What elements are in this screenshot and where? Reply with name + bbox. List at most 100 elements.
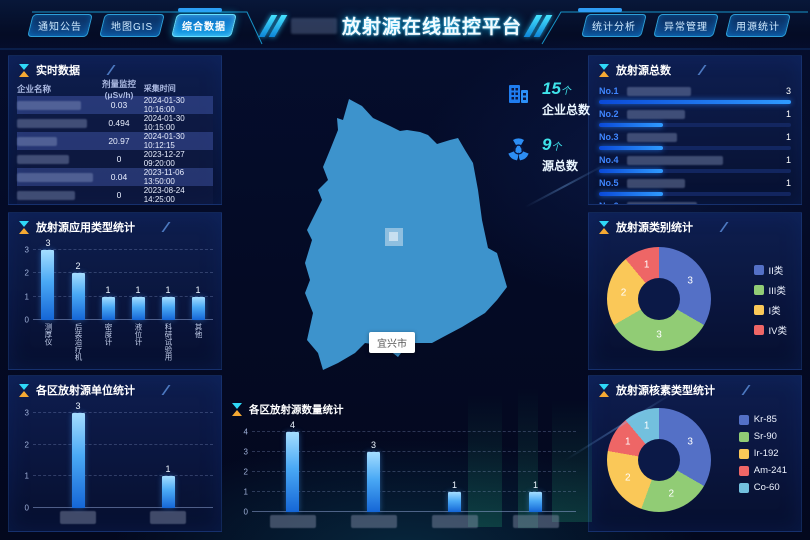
hourglass-icon [599,383,610,397]
legend-item: Am-241 [738,465,787,476]
x-category: 液位计 [123,320,153,364]
redacted-block [627,155,723,165]
legend-swatch [738,414,749,425]
legend-item: II类 [753,263,787,277]
redacted-source-name [627,86,780,96]
y-tick-label: 2 [24,268,29,278]
bar [191,296,205,320]
x-tick-label: 液位计 [133,323,143,346]
rank-bar-fill [599,100,791,104]
panel-realtime-data: 实时数据 企业名称 剂量监控(μSv/h) 采集时间 0.03 2024-01-3… [8,55,222,205]
city-map-region[interactable] [305,99,507,370]
cell-dose: 0 [116,154,122,164]
redacted-block [627,201,697,204]
redacted-x-label [269,515,316,528]
cell-company [17,190,94,200]
rank-value: 1 [785,132,791,142]
table-body: 0.03 2024-01-30 10:16:00 0.494 2024-01-30 1… [17,96,213,204]
legend-label: Ir-192 [753,448,779,459]
rank-row-header: No.2 1 [599,108,791,120]
panel-title: 各区放射源数量统计 [228,400,584,420]
rank-row: No.4 1 [599,154,791,173]
y-tick-label: 1 [24,471,29,481]
x-tick-label: 科研试验用 [163,323,173,361]
x-category [495,512,576,530]
pie-slice-label: 2 [625,472,631,484]
panel-title: 放射源核素类型统计 [589,376,801,401]
x-category [333,512,414,530]
rank-bar-track [599,192,791,196]
bar [286,432,299,512]
gridline [33,412,213,413]
cell-company [17,154,94,164]
gridline [33,295,213,297]
panel-title: 实时数据 [9,56,221,81]
realtime-table: 企业名称 剂量监控(μSv/h) 采集时间 0.03 2024-01-30 10:… [9,79,221,204]
gridline [252,511,576,512]
hourglass-icon [232,403,243,416]
bar-value-label: 1 [451,480,458,490]
table-row: 20.97 2024-01-30 10:12:15 [17,132,213,150]
legend-item: Co-60 [738,482,787,493]
bar [71,273,85,320]
rank-number: No.6 [599,201,621,204]
rank-number: No.4 [599,155,619,165]
pie-slice-label: 1 [625,436,631,448]
x-tick-label: 后装治疗机 [73,323,83,361]
legend-swatch [738,482,749,493]
redacted-block [627,178,685,188]
bar [367,452,380,512]
rank-row: No.1 3 [599,85,791,104]
legend-swatch [753,325,764,335]
panel-title-text: 放射源应用类型统计 [36,222,135,234]
rank-row: No.5 1 [599,177,791,196]
panel-source-rank: 放射源总数 No.1 3 No.2 1 No.3 1 No.4 1 No.5 1 No.6 [588,55,802,205]
rank-bar-track [599,169,791,173]
page-title: 放射源在线监控平台 [342,17,523,38]
gridline [33,475,213,477]
pie-slice-label: 3 [687,436,693,448]
panel-district-sources-chart: 各区放射源数量统计 0 1 2 3 4 4 3 1 1 [228,400,584,534]
legend-label: Co-60 [753,482,780,493]
bar-value-label: 3 [45,238,51,248]
bar [161,476,175,508]
y-tick-label: 3 [24,245,29,255]
stat-value: 15个 [542,79,571,98]
redacted-company-name [17,154,69,164]
legend-item: Kr-85 [738,414,787,425]
stat-label: 企业总数 [542,103,591,117]
cell-dose: 0 [116,190,122,200]
legend-item: IV类 [753,323,787,337]
summary-stats: 15个 企业总数 9个 源总数 [505,80,590,174]
y-tick-label: 2 [24,440,29,450]
bar-chart-district-sources: 0 1 2 3 4 4 3 1 1 [236,420,576,530]
col-time: 采集时间 [143,84,176,93]
bar [41,250,55,320]
rank-number: No.5 [599,178,619,188]
legend-swatch [738,448,749,459]
y-tick-label: 1 [24,292,29,302]
legend-swatch [738,465,749,476]
panel-app-type-chart: 放射源应用类型统计 0 1 2 3 3 2 1 1 1 1 测厚仪 后装治疗机 密度计 液位计 科研试验用… [8,212,222,370]
redacted-source-name [627,155,780,165]
hourglass-icon [599,220,610,234]
bar-chart-district-units: 0 1 2 3 3 1 [17,401,213,526]
redacted-company-name [17,118,87,128]
rank-value: 3 [785,86,791,96]
rank-bar-fill [599,123,663,127]
hourglass-icon [19,383,30,397]
redacted-block [627,86,691,96]
x-category: 测厚仪 [33,320,63,364]
redacted-x-label [150,511,186,524]
gridline [252,471,576,472]
rank-row-header: No.6 [599,200,791,204]
cell-dose: 0.03 [110,100,128,110]
rank-number: No.3 [599,132,619,142]
redacted-x-label [431,515,478,528]
building-icon [509,85,528,103]
bar [529,492,542,512]
cell-dose: 0.494 [108,118,130,128]
x-category: 科研试验用 [153,320,183,364]
